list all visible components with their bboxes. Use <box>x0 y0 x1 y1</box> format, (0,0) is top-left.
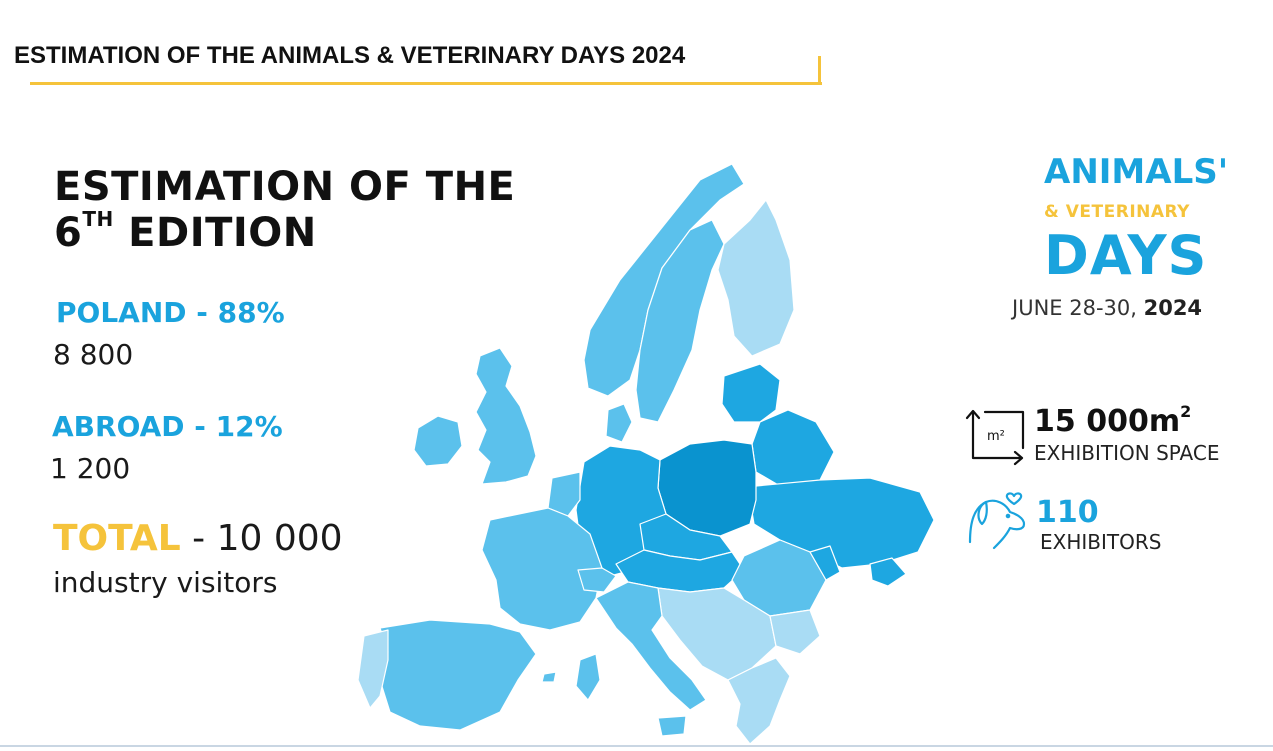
exhibitors-value: 110 <box>1036 495 1099 530</box>
event-dates-year: 2024 <box>1143 296 1203 320</box>
poland-value: 8 800 <box>53 338 134 371</box>
map-ireland <box>413 415 463 467</box>
map-belarus <box>751 409 835 487</box>
heading-line-1: ESTIMATION OF THE <box>54 164 516 210</box>
map-balearic <box>541 671 557 683</box>
map-spain <box>379 619 537 731</box>
logo-line-veterinary: & VETERINARY <box>1044 202 1190 222</box>
map-moldova <box>809 545 841 581</box>
total-subtitle: industry visitors <box>53 566 278 599</box>
map-portugal <box>357 629 389 709</box>
dog-heart-icon <box>968 492 1026 550</box>
heading-line-2: 6TH EDITION <box>54 207 515 256</box>
event-dates: JUNE 28-30, 2024 <box>1012 296 1202 320</box>
exhibition-space-label: EXHIBITION SPACE <box>1034 441 1220 465</box>
map-sweden <box>635 219 725 423</box>
map-finland <box>717 199 795 357</box>
slide-title-bar: ESTIMATION OF THE ANIMALS & VETERINARY D… <box>0 30 822 86</box>
logo-line-days: DAYS <box>1044 224 1208 287</box>
total-label: TOTAL <box>53 518 181 559</box>
area-icon-unit: m² <box>987 429 1005 444</box>
map-great-britain <box>475 347 537 485</box>
total-value: - 10 000 <box>180 518 343 559</box>
edition-heading: ESTIMATION OF THE 6TH EDITION <box>54 164 515 256</box>
map-italy <box>595 581 707 711</box>
exhibition-space-value: 15 000m2 <box>1034 402 1192 440</box>
heading-edition-word: EDITION <box>113 210 317 256</box>
map-sicily <box>657 715 687 737</box>
exhibition-space-unit-sup: 2 <box>1180 402 1192 421</box>
map-sardinia <box>575 653 601 701</box>
map-benelux <box>547 471 581 517</box>
map-crimea <box>869 557 907 587</box>
map-bulgaria <box>769 609 821 655</box>
bottom-divider <box>0 745 1273 747</box>
logo-line-animals: ANIMALS' <box>1044 152 1229 192</box>
heading-edition-number: 6 <box>54 210 83 256</box>
map-france <box>481 507 603 631</box>
event-dates-prefix: JUNE 28-30, <box>1012 296 1144 320</box>
map-balkans <box>657 587 777 681</box>
title-underline-tick <box>818 56 821 85</box>
heading-edition-suffix: TH <box>82 207 114 231</box>
area-icon: m² <box>965 409 1025 466</box>
map-denmark <box>605 403 633 443</box>
exhibitors-label: EXHIBITORS <box>1040 530 1162 554</box>
abroad-value: 1 200 <box>50 452 131 485</box>
map-greece <box>727 657 791 745</box>
europe-map <box>357 163 935 745</box>
slide-title: ESTIMATION OF THE ANIMALS & VETERINARY D… <box>14 42 686 69</box>
map-baltics <box>721 363 781 423</box>
exhibition-space-number: 15 000m <box>1034 404 1181 439</box>
abroad-label: ABROAD - 12% <box>52 410 283 443</box>
map-switzerland <box>577 567 617 593</box>
total-line: TOTAL - 10 000 <box>53 518 343 559</box>
poland-label: POLAND - 88% <box>56 296 285 329</box>
title-underline <box>30 82 822 85</box>
